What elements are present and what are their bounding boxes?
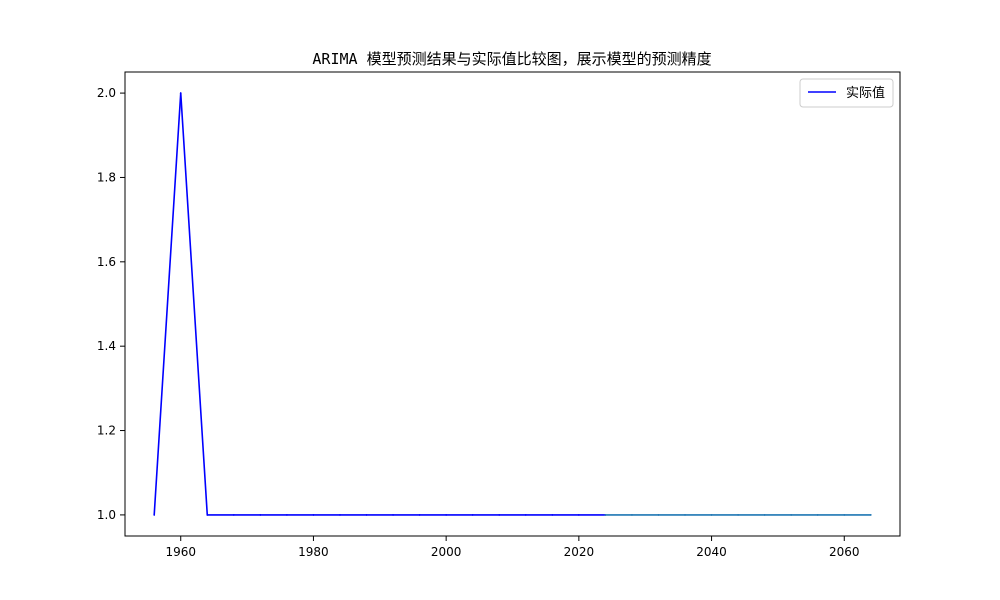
series-0-point xyxy=(259,514,262,516)
series-1-point xyxy=(631,514,633,516)
series-layer xyxy=(153,92,872,516)
y-axis: 1.0 1.2 1.4 1.6 1.8 2.0 xyxy=(97,86,125,522)
series-1-point xyxy=(684,514,686,516)
x-tick-label: 1980 xyxy=(298,545,329,559)
series-0-point xyxy=(524,514,527,516)
series-1-point xyxy=(604,514,607,516)
y-tick-label: 1.2 xyxy=(97,424,116,438)
series-0-point xyxy=(339,514,341,516)
series-0-segment xyxy=(179,92,209,516)
series-0-point xyxy=(445,514,447,516)
series-0-point xyxy=(179,92,182,94)
x-tick-label: 2020 xyxy=(564,545,595,559)
series-0 xyxy=(153,92,607,516)
series-1-point xyxy=(763,514,766,516)
y-tick-label: 1.6 xyxy=(97,255,116,269)
x-tick-label: 2060 xyxy=(829,545,860,559)
series-0-point xyxy=(206,514,209,516)
series-0-point xyxy=(578,514,580,516)
y-tick-label: 2.0 xyxy=(97,86,116,100)
series-1-point xyxy=(710,514,713,516)
series-0-point xyxy=(286,514,288,516)
y-tick-label: 1.8 xyxy=(97,170,116,184)
series-1 xyxy=(604,514,872,516)
x-tick-label: 2040 xyxy=(696,545,727,559)
series-0-point xyxy=(392,514,394,516)
series-0-point xyxy=(153,514,155,516)
legend-label: 实际值 xyxy=(846,85,885,101)
series-0-point xyxy=(418,514,421,516)
series-1-point xyxy=(790,514,792,516)
series-0-point xyxy=(551,514,554,516)
series-1-point xyxy=(843,514,846,516)
series-0-point xyxy=(312,514,315,516)
series-0-segment xyxy=(153,92,182,516)
series-1-point xyxy=(870,514,872,516)
x-tick-label: 2000 xyxy=(431,545,462,559)
plot-area xyxy=(125,72,900,536)
series-0-point xyxy=(498,514,501,516)
chart-title: ARIMA 模型预测结果与实际值比较图，展示模型的预测精度 xyxy=(312,50,711,68)
series-1-point xyxy=(737,514,739,516)
legend: 实际值 xyxy=(799,78,894,108)
y-tick-label: 1.4 xyxy=(97,339,116,353)
x-axis: 1960 1980 2000 2020 2040 2060 xyxy=(165,536,860,559)
series-1-point xyxy=(816,514,819,516)
y-tick-label: 1.0 xyxy=(97,508,116,522)
series-0-point xyxy=(233,514,235,516)
series-1-point xyxy=(657,514,660,516)
series-0-point xyxy=(471,514,474,516)
legend-box xyxy=(799,78,894,108)
x-tick-label: 1960 xyxy=(165,545,196,559)
series-0-point xyxy=(365,514,368,516)
plot-frame xyxy=(124,71,901,537)
